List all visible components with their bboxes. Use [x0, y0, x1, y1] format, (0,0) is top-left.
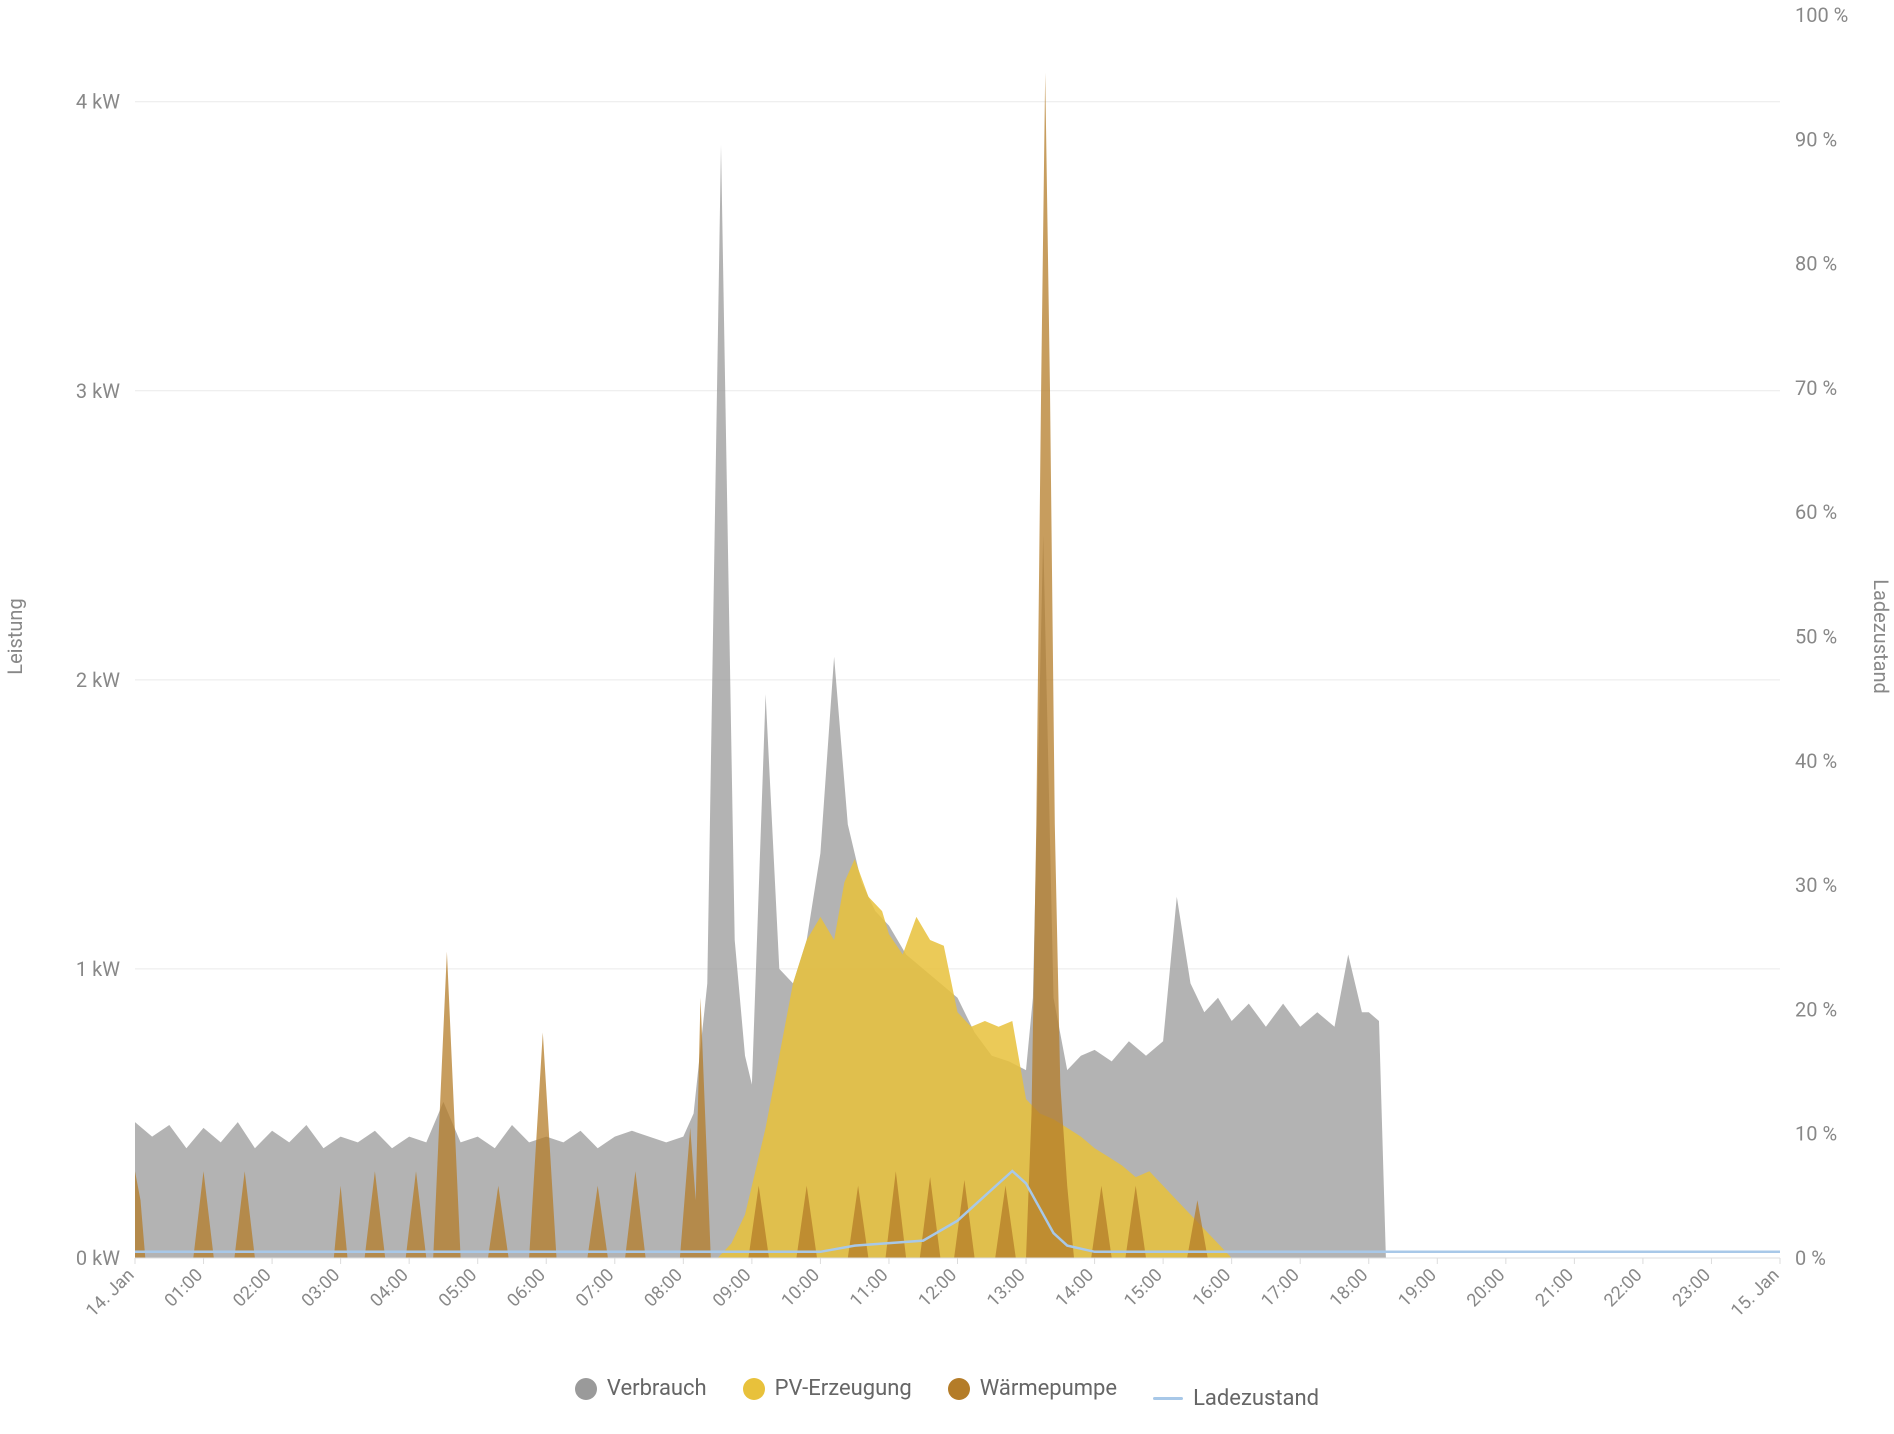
y-right-tick-label: 70 % — [1795, 376, 1837, 400]
x-tick-label: 19:00 — [1394, 1265, 1441, 1312]
y-right-tick-label: 80 % — [1795, 252, 1837, 276]
x-tick-label: 14. Jan — [82, 1265, 139, 1322]
y-right-axis-title: Ladezustand — [1869, 579, 1893, 694]
x-tick-label: 20:00 — [1463, 1265, 1510, 1312]
x-tick-label: 12:00 — [914, 1265, 961, 1312]
x-tick-label: 05:00 — [435, 1265, 482, 1312]
y-left-tick-label: 4 kW — [76, 90, 120, 114]
legend-label: PV-Erzeugung — [775, 1376, 912, 1401]
y-right-tick-label: 40 % — [1795, 749, 1837, 773]
chart-legend: Verbrauch PV-Erzeugung Wärmepumpe Ladezusta… — [0, 1376, 1894, 1411]
series-verbrauch — [135, 145, 1386, 1258]
x-tick-label: 22:00 — [1600, 1265, 1647, 1312]
legend-dot-icon — [948, 1378, 970, 1400]
x-tick-label: 18:00 — [1326, 1265, 1373, 1312]
x-tick-label: 23:00 — [1668, 1265, 1715, 1312]
y-left-axis-title: Leistung — [3, 598, 27, 674]
y-right-tick-label: 10 % — [1795, 1122, 1837, 1146]
x-tick-label: 08:00 — [640, 1265, 687, 1312]
legend-dot-icon — [743, 1378, 765, 1400]
legend-label: Wärmepumpe — [980, 1376, 1117, 1401]
x-tick-label: 03:00 — [298, 1265, 345, 1312]
y-right-tick-label: 0 % — [1795, 1246, 1826, 1270]
x-tick-label: 21:00 — [1531, 1265, 1578, 1312]
series-waermepumpe — [135, 73, 1208, 1258]
x-tick-label: 13:00 — [983, 1265, 1030, 1312]
x-tick-label: 15:00 — [1120, 1265, 1167, 1312]
y-left-tick-label: 2 kW — [76, 668, 120, 692]
x-tick-label: 16:00 — [1189, 1265, 1236, 1312]
legend-label: Verbrauch — [607, 1376, 707, 1401]
legend-item-ladezustand[interactable]: Ladezustand — [1153, 1386, 1319, 1411]
y-right-tick-label: 100 % — [1795, 3, 1848, 27]
x-tick-label: 06:00 — [503, 1265, 550, 1312]
legend-dot-icon — [575, 1378, 597, 1400]
x-tick-label: 07:00 — [572, 1265, 619, 1312]
y-left-tick-label: 0 kW — [76, 1246, 120, 1270]
y-right-tick-label: 90 % — [1795, 127, 1837, 151]
y-right-tick-label: 60 % — [1795, 500, 1837, 524]
x-tick-label: 11:00 — [846, 1265, 893, 1312]
x-tick-label: 09:00 — [709, 1265, 756, 1312]
energy-chart: 0 kW 1 kW 2 kW 3 kW 4 kW 0 % 10 % 20 % 30 % 40 % 5… — [0, 0, 1894, 1434]
legend-item-verbrauch[interactable]: Verbrauch — [575, 1376, 707, 1401]
x-tick-label: 14:00 — [1052, 1265, 1099, 1312]
legend-label: Ladezustand — [1193, 1386, 1319, 1411]
legend-item-waermepumpe[interactable]: Wärmepumpe — [948, 1376, 1117, 1401]
y-left-tick-label: 1 kW — [76, 957, 120, 981]
y-right-tick-label: 30 % — [1795, 873, 1837, 897]
y-right-tick-label: 20 % — [1795, 997, 1837, 1021]
legend-item-pv[interactable]: PV-Erzeugung — [743, 1376, 912, 1401]
x-tick-label: 15. Jan — [1727, 1265, 1784, 1322]
y-right-tick-label: 50 % — [1795, 625, 1837, 649]
x-tick-label: 02:00 — [229, 1265, 276, 1312]
x-tick-label: 04:00 — [366, 1265, 413, 1312]
y-left-tick-label: 3 kW — [76, 379, 120, 403]
chart-svg: 0 kW 1 kW 2 kW 3 kW 4 kW 0 % 10 % 20 % 30 % 40 % 5… — [0, 0, 1894, 1434]
legend-line-icon — [1153, 1397, 1183, 1400]
x-tick-label: 01:00 — [161, 1265, 208, 1312]
x-tick-label: 10:00 — [777, 1265, 824, 1312]
x-tick-label: 17:00 — [1257, 1265, 1304, 1312]
